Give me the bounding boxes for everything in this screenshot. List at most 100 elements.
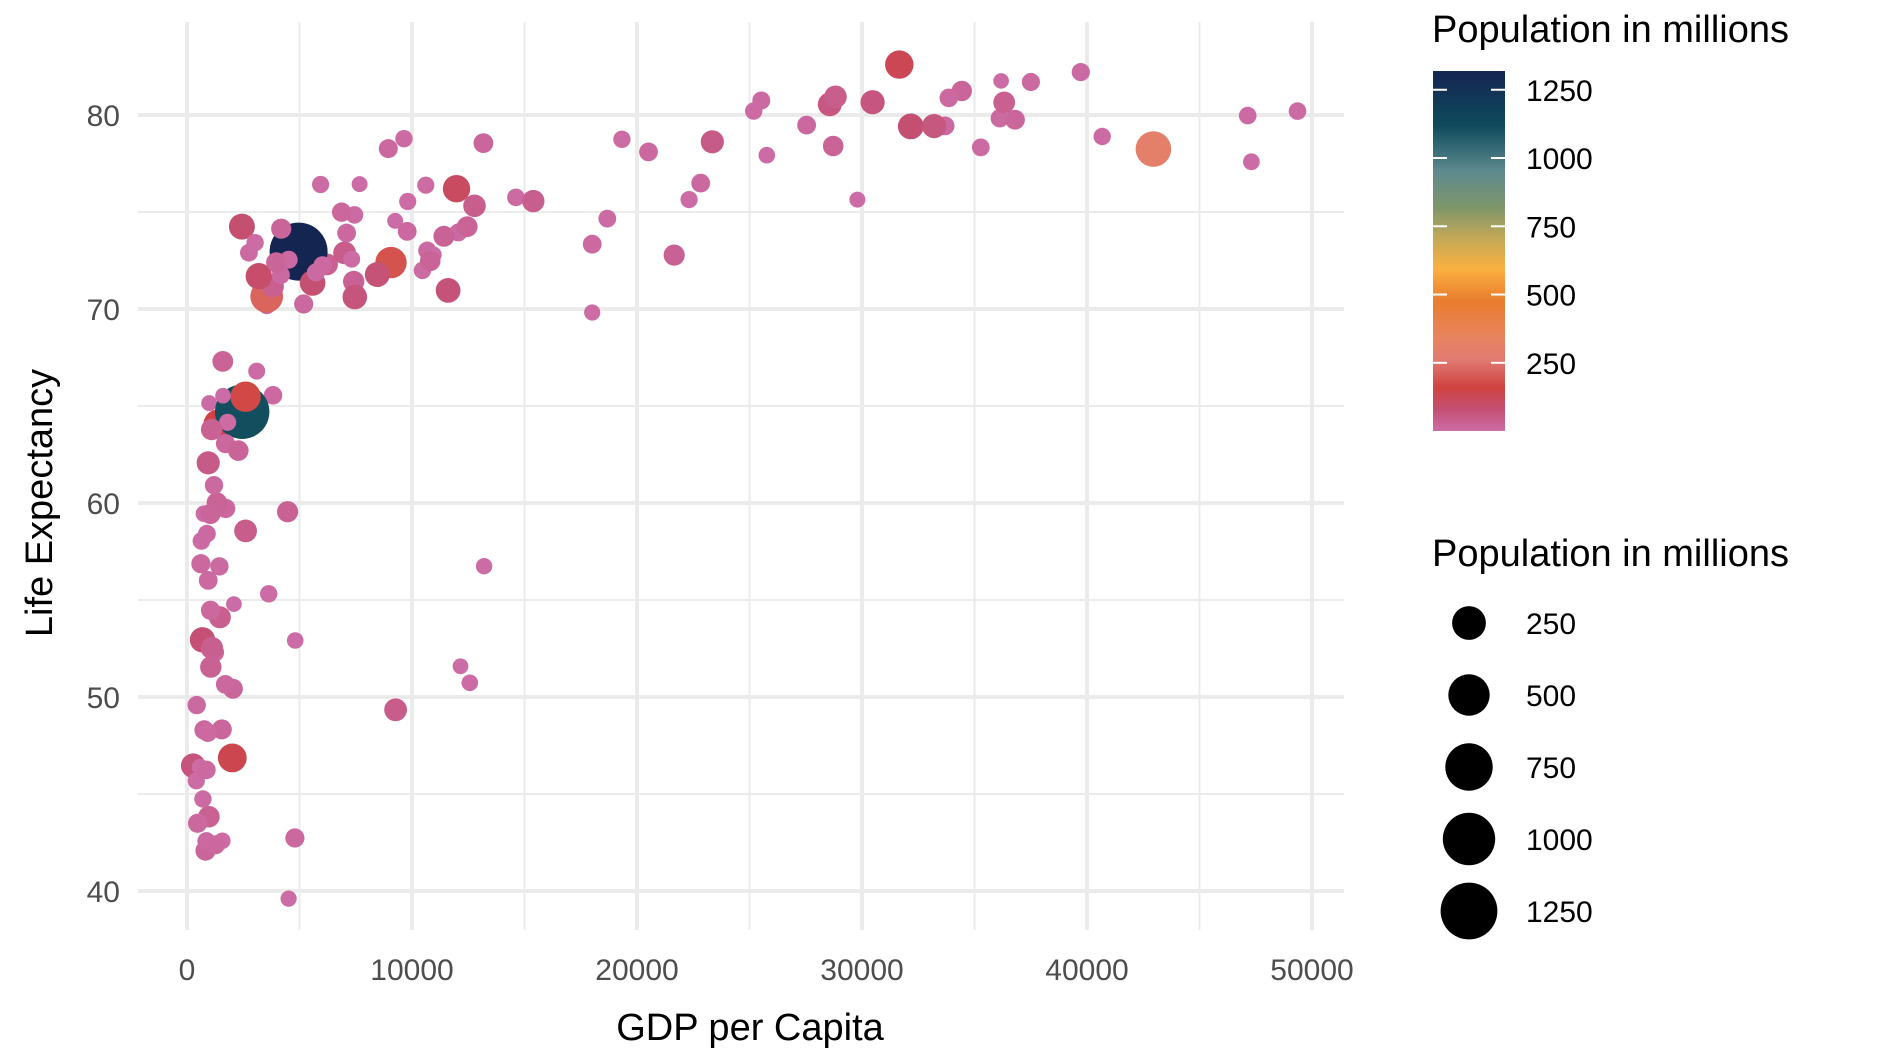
data-point: Syria <box>271 218 292 239</box>
data-point: Gabon <box>475 558 493 575</box>
data-point: Mexico <box>442 175 471 203</box>
data-point: Somalia <box>198 723 218 742</box>
data-point: Iraq <box>277 501 299 523</box>
colorbar-label: 1000 <box>1526 143 1593 176</box>
data-point: Philippines <box>245 263 272 290</box>
data-point: Pakistan <box>230 381 261 412</box>
data-point: Ecuador <box>331 202 352 222</box>
data-point: Zimbabwe <box>188 813 208 833</box>
data-point: Uruguay <box>417 176 435 194</box>
data-point: Benin <box>210 557 229 576</box>
data-point: Equatorial Guinea <box>452 658 469 675</box>
x-tick-label: 0 <box>179 954 196 987</box>
data-point: Poland <box>522 189 545 213</box>
data-point: Germany <box>897 113 924 140</box>
y-tick-label: 70 <box>87 294 120 327</box>
data-point: South Africa <box>384 698 407 722</box>
y-tick-label: 60 <box>87 488 120 521</box>
colorbar-label: 500 <box>1526 280 1576 313</box>
data-points: AfghanistanAlbaniaAlgeriaAngolaArgentina… <box>180 50 1307 907</box>
size-legend-label: 750 <box>1526 752 1576 785</box>
data-point: Chad <box>215 675 235 694</box>
data-point: Rwanda <box>197 760 216 780</box>
data-point: Switzerland <box>1021 72 1040 92</box>
data-point: France <box>860 90 885 115</box>
data-point: Cuba <box>378 139 398 159</box>
data-point: Zambia <box>206 835 226 855</box>
data-point: Tunisia <box>337 223 356 243</box>
data-point: Haiti <box>204 476 224 495</box>
y-tick-label: 80 <box>87 100 120 133</box>
data-point: Turkey <box>364 262 390 287</box>
size-legend-keys: 250 500 750 1000 1250 <box>1440 606 1593 940</box>
colorbar-label: 250 <box>1526 348 1576 381</box>
data-point: Guinea <box>198 571 218 590</box>
colorbar-label: 1250 <box>1526 75 1593 108</box>
data-point: Nigeria <box>217 743 247 773</box>
data-point: Singapore <box>1238 106 1257 125</box>
size-legend-label: 250 <box>1526 608 1576 641</box>
data-point: Congo, Rep. <box>260 585 278 603</box>
size-legend-key <box>1445 743 1493 791</box>
data-point: Malaysia <box>456 216 478 238</box>
data-point: Tanzania <box>200 636 224 660</box>
data-point: Thailand <box>342 284 368 310</box>
data-point: Mongolia <box>248 362 266 380</box>
data-point: Saudi Arabia <box>663 244 685 266</box>
x-axis-ticks: 0 10000 20000 30000 40000 50000 <box>179 954 1354 987</box>
data-point: Togo <box>198 524 216 543</box>
data-point: Chile <box>473 133 494 154</box>
x-tick-label: 40000 <box>1045 954 1128 987</box>
data-point: Namibia <box>286 632 304 649</box>
data-point: Austria <box>990 109 1009 128</box>
y-axis-ticks: 40 50 60 70 80 <box>87 100 120 909</box>
data-point: Madagascar <box>200 503 221 524</box>
plot-panel: AfghanistanAlbaniaAlgeriaAngolaArgentina… <box>138 22 1344 930</box>
data-point: Venezuela <box>433 225 455 247</box>
data-point: Canada <box>993 91 1016 114</box>
size-legend-label: 1250 <box>1526 896 1593 929</box>
x-tick-label: 50000 <box>1270 954 1353 987</box>
size-legend-key <box>1440 882 1498 940</box>
data-point: Serbia <box>397 222 417 241</box>
x-axis-title: GDP per Capita <box>616 1007 884 1049</box>
data-point: Romania <box>419 250 441 272</box>
data-point: Iran <box>435 278 461 303</box>
data-point: Netherlands <box>1005 109 1025 130</box>
data-point: Djibouti <box>226 596 242 612</box>
data-point: Vietnam <box>228 213 255 240</box>
y-axis-title: Life Expectancy <box>19 369 61 637</box>
data-point: Ireland <box>1093 127 1111 146</box>
colorbar-label: 750 <box>1526 211 1576 244</box>
data-point: Argentina <box>463 194 486 218</box>
data-point: Korea, Rep. <box>700 130 724 154</box>
data-point: Montenegro <box>387 212 404 229</box>
x-tick-label: 30000 <box>820 954 903 987</box>
data-point: Nepal <box>200 418 223 441</box>
colorbar-ticks: 1250 1000 750 500 250 <box>1433 75 1593 381</box>
data-point: Taiwan <box>822 135 844 157</box>
size-legend-label: 1000 <box>1526 824 1593 857</box>
data-point: Spain <box>824 85 847 109</box>
data-point: Slovenia <box>758 146 776 164</box>
data-point: Puerto Rico <box>613 130 631 148</box>
data-point: Swaziland <box>280 890 297 907</box>
x-tick-label: 20000 <box>595 954 678 987</box>
size-legend: Population in millions 250 500 750 1000 1250 <box>1432 533 1789 940</box>
data-point: Bolivia <box>263 386 283 405</box>
size-legend-label: 500 <box>1526 680 1576 713</box>
x-tick-label: 10000 <box>370 954 453 987</box>
data-point: Greece <box>797 115 816 135</box>
data-point: Iceland <box>993 73 1009 89</box>
colorbar <box>1433 71 1505 431</box>
data-point: Sweden <box>939 88 959 108</box>
data-point: Mali <box>200 600 221 620</box>
y-tick-label: 50 <box>87 682 120 715</box>
data-point: Reunion <box>351 176 368 193</box>
data-point: Niger <box>191 554 211 574</box>
data-point: Kuwait <box>1243 153 1260 171</box>
data-point: Comoros <box>201 395 218 412</box>
data-point: Denmark <box>971 138 990 157</box>
data-point: New Zealand <box>745 102 763 120</box>
